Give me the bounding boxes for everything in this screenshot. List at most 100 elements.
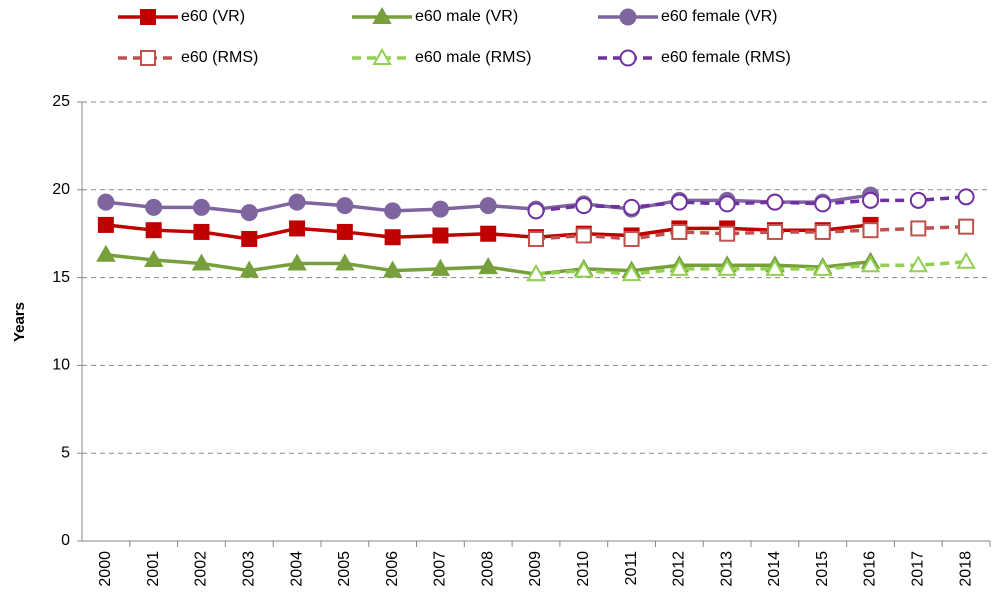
legend-label: e60 (VR) — [181, 8, 245, 25]
x-tick-label: 2014 — [766, 551, 783, 587]
data-point — [766, 223, 783, 240]
data-point — [97, 216, 114, 233]
data-point — [910, 220, 927, 237]
series-line — [535, 195, 967, 213]
y-tick-label: 15 — [52, 269, 70, 286]
data-point — [145, 198, 163, 216]
data-point — [813, 258, 833, 276]
data-point — [241, 230, 258, 247]
data-point — [384, 229, 401, 246]
x-tick-label: 2010 — [575, 551, 592, 587]
data-point — [956, 251, 976, 269]
data-point — [814, 223, 831, 240]
data-point — [193, 223, 210, 240]
data-point — [430, 258, 451, 276]
legend-marker — [140, 9, 156, 25]
data-point — [526, 264, 546, 282]
data-point — [191, 253, 212, 271]
x-tick-label: 2000 — [97, 551, 114, 587]
legend-marker — [140, 50, 156, 66]
y-tick-label: 10 — [52, 357, 70, 374]
legend-label: e60 female (VR) — [661, 8, 778, 25]
data-point — [958, 218, 975, 235]
data-point — [192, 198, 210, 216]
legend-marker — [372, 6, 392, 24]
series-line — [535, 224, 967, 241]
data-point — [860, 255, 881, 273]
data-point — [766, 193, 784, 211]
x-tick-label: 2017 — [910, 551, 927, 587]
y-tick-label: 0 — [61, 532, 70, 549]
x-tick-label: 2011 — [623, 551, 640, 586]
data-point — [575, 227, 592, 244]
x-tick-label: 2001 — [145, 551, 162, 587]
data-point — [431, 200, 449, 218]
data-point — [336, 197, 354, 215]
data-point — [97, 193, 115, 211]
x-tick-label: 2005 — [336, 551, 353, 587]
legend-label: e60 male (RMS) — [415, 49, 531, 66]
x-tick-label: 2004 — [288, 551, 305, 587]
data-point — [239, 260, 259, 278]
data-point — [382, 260, 403, 278]
legend-label: e60 female (RMS) — [661, 49, 791, 66]
legend-marker — [372, 47, 392, 65]
data-point — [765, 258, 785, 276]
data-point — [862, 222, 879, 239]
data-point — [289, 220, 306, 237]
series-line — [535, 260, 967, 276]
x-tick-label: 2009 — [527, 551, 544, 587]
x-tick-label: 2015 — [814, 551, 831, 587]
data-point — [478, 257, 498, 275]
y-tick-label: 25 — [52, 93, 70, 110]
data-point — [335, 253, 355, 271]
x-tick-label: 2012 — [671, 551, 688, 587]
data-point — [384, 202, 402, 220]
data-point — [479, 197, 497, 215]
x-tick-label: 2003 — [240, 551, 257, 587]
data-point — [670, 193, 688, 211]
data-point — [621, 264, 642, 282]
data-point — [528, 230, 544, 247]
data-point — [432, 227, 449, 244]
data-point — [718, 195, 736, 213]
data-point — [623, 198, 641, 216]
x-tick-label: 2018 — [957, 551, 974, 587]
data-point — [719, 225, 736, 242]
legend-marker — [619, 49, 637, 67]
data-point — [909, 191, 927, 209]
y-axis-label: Years — [11, 302, 28, 342]
data-point — [669, 258, 690, 276]
x-tick-label: 2007 — [432, 551, 449, 587]
x-tick-label: 2008 — [479, 551, 496, 587]
data-point — [574, 260, 594, 278]
legend-label: e60 (RMS) — [181, 49, 258, 66]
data-point — [145, 222, 162, 239]
data-point — [240, 204, 258, 222]
data-point — [814, 195, 832, 213]
data-point — [957, 188, 975, 206]
data-point — [862, 191, 880, 209]
data-point — [336, 223, 353, 240]
y-tick-label: 20 — [52, 181, 70, 198]
y-tick-label: 5 — [61, 444, 70, 461]
legend-marker — [619, 8, 637, 26]
data-point — [908, 255, 929, 273]
data-point — [575, 197, 593, 215]
x-tick-label: 2016 — [862, 551, 879, 587]
x-tick-label: 2013 — [718, 551, 735, 587]
legend-label: e60 male (VR) — [415, 8, 518, 25]
data-point — [96, 244, 116, 262]
data-point — [288, 193, 306, 211]
data-point — [717, 258, 737, 276]
data-point — [480, 225, 497, 242]
data-point — [623, 230, 640, 247]
data-point — [143, 250, 164, 268]
data-point — [671, 223, 688, 240]
data-point — [527, 202, 545, 220]
data-point — [287, 253, 307, 271]
x-tick-label: 2002 — [193, 551, 210, 587]
x-tick-label: 2006 — [384, 551, 401, 587]
